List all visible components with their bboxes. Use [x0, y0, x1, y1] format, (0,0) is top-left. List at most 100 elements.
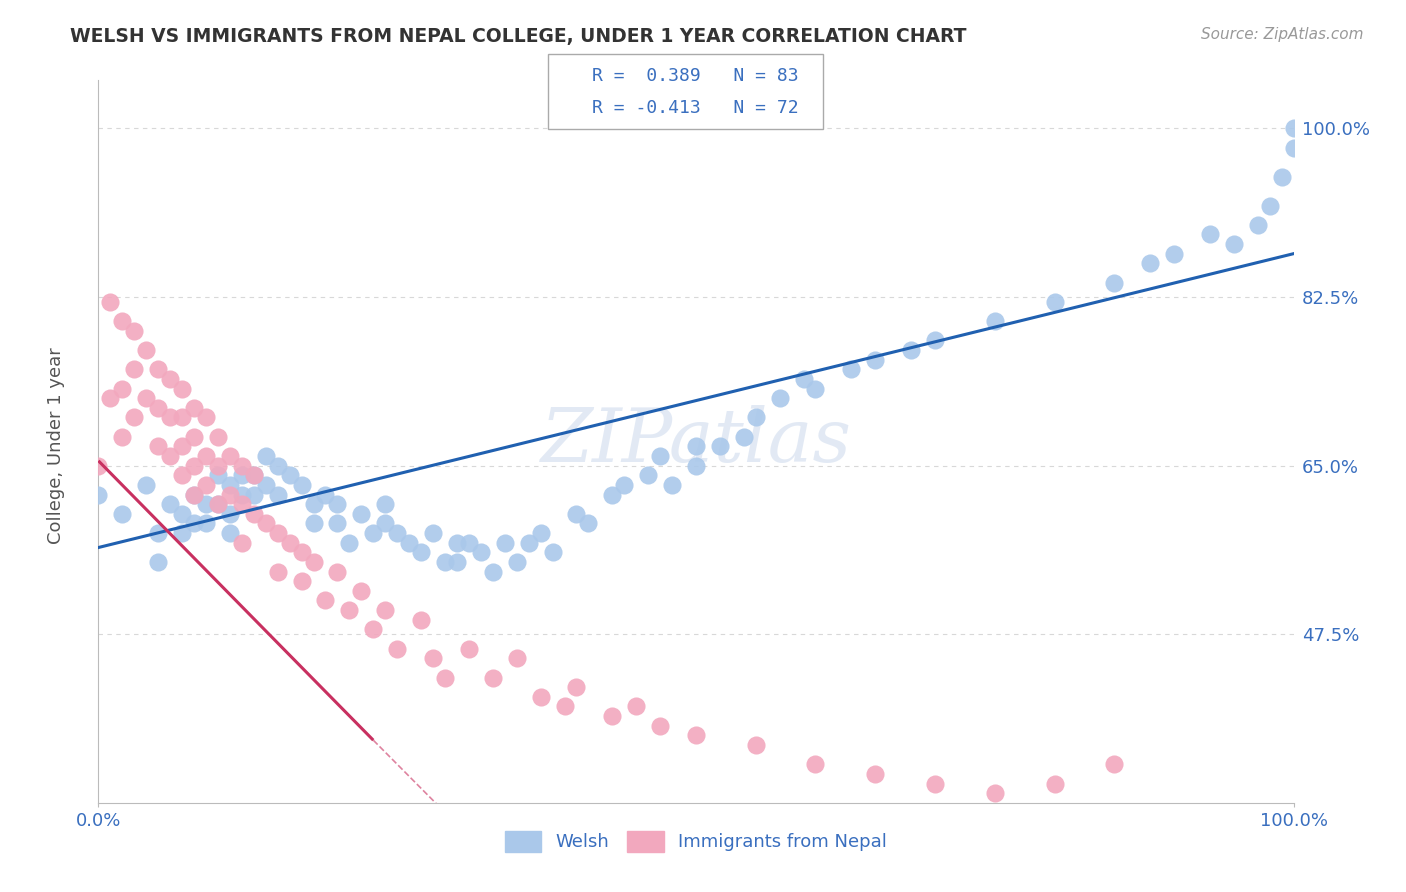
Point — [124, 324, 146, 338]
Point — [374, 497, 396, 511]
Point — [411, 613, 433, 627]
Point — [243, 507, 266, 521]
Point — [302, 497, 325, 511]
Point — [530, 690, 553, 704]
Point — [148, 555, 170, 569]
Point — [231, 497, 253, 511]
Point — [494, 535, 516, 549]
Point — [900, 343, 922, 357]
Point — [124, 410, 146, 425]
Point — [243, 487, 266, 501]
Point — [602, 487, 624, 501]
Point — [195, 449, 218, 463]
Point — [278, 468, 301, 483]
Point — [339, 603, 361, 617]
Point — [1247, 218, 1270, 232]
Point — [111, 507, 134, 521]
Point — [135, 478, 157, 492]
Point — [148, 439, 170, 453]
Point — [374, 603, 396, 617]
Point — [1199, 227, 1222, 242]
Point — [183, 401, 205, 415]
Point — [733, 430, 755, 444]
Point — [231, 458, 253, 473]
Point — [1282, 141, 1305, 155]
Point — [315, 593, 337, 607]
Point — [87, 458, 110, 473]
Point — [398, 535, 420, 549]
Text: Source: ZipAtlas.com: Source: ZipAtlas.com — [1201, 27, 1364, 42]
Point — [172, 410, 194, 425]
Point — [98, 391, 122, 405]
Point — [159, 372, 181, 386]
Point — [172, 507, 194, 521]
Text: R =  0.389   N = 83: R = 0.389 N = 83 — [592, 67, 799, 85]
Point — [243, 468, 266, 483]
Point — [183, 516, 205, 531]
Point — [315, 487, 337, 501]
Point — [637, 468, 659, 483]
Point — [422, 651, 444, 665]
Point — [159, 410, 181, 425]
Point — [291, 478, 314, 492]
Point — [267, 487, 290, 501]
Point — [626, 699, 648, 714]
Point — [804, 757, 827, 772]
Point — [1271, 169, 1294, 184]
Point — [458, 641, 481, 656]
Point — [172, 526, 194, 541]
Point — [111, 314, 134, 328]
Point — [578, 516, 600, 531]
Point — [87, 487, 110, 501]
Point — [302, 516, 325, 531]
Point — [159, 497, 181, 511]
Point — [648, 449, 672, 463]
Point — [422, 526, 444, 541]
Point — [685, 728, 707, 742]
Point — [219, 507, 242, 521]
Point — [804, 382, 827, 396]
Point — [195, 516, 218, 531]
Point — [745, 738, 768, 752]
Point — [219, 478, 242, 492]
Point — [1104, 757, 1126, 772]
Point — [231, 468, 253, 483]
Point — [1223, 237, 1246, 252]
Point — [195, 497, 218, 511]
Point — [1043, 776, 1066, 790]
Text: College, Under 1 year: College, Under 1 year — [48, 348, 65, 544]
Point — [434, 671, 457, 685]
Point — [385, 526, 409, 541]
Point — [326, 516, 349, 531]
Point — [302, 555, 325, 569]
Point — [661, 478, 683, 492]
Point — [530, 526, 553, 541]
Text: R = -0.413   N = 72: R = -0.413 N = 72 — [592, 99, 799, 117]
Point — [231, 535, 253, 549]
Point — [291, 545, 314, 559]
Point — [434, 555, 457, 569]
Point — [254, 516, 277, 531]
Point — [254, 478, 277, 492]
Point — [159, 449, 181, 463]
Point — [709, 439, 731, 453]
Point — [541, 545, 564, 559]
Point — [98, 294, 122, 309]
Point — [363, 623, 385, 637]
Point — [1163, 246, 1185, 260]
Point — [195, 410, 218, 425]
Point — [231, 487, 253, 501]
Point — [291, 574, 314, 589]
Point — [506, 555, 529, 569]
Point — [267, 565, 290, 579]
Point — [470, 545, 492, 559]
Point — [219, 526, 242, 541]
Point — [768, 391, 790, 405]
Point — [924, 334, 946, 348]
Point — [326, 565, 349, 579]
Point — [172, 468, 194, 483]
Point — [148, 362, 170, 376]
Point — [613, 478, 636, 492]
Point — [350, 507, 373, 521]
Point — [517, 535, 540, 549]
